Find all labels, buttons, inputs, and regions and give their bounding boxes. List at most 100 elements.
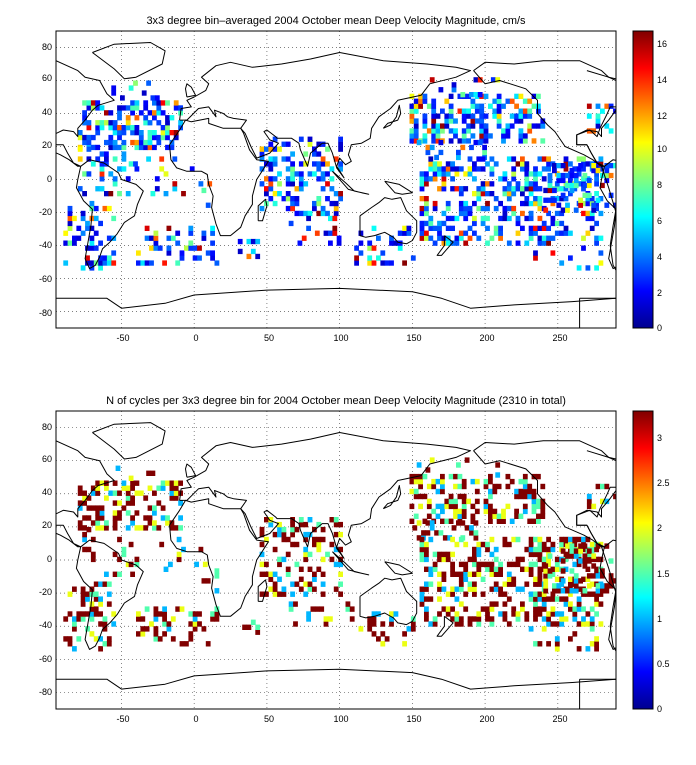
bin-cell xyxy=(82,490,87,496)
bin-cell xyxy=(121,139,127,146)
bin-cell xyxy=(470,518,476,524)
bin-cell xyxy=(440,508,445,515)
bin-cell xyxy=(153,245,159,251)
bin-cell xyxy=(569,548,575,554)
bin-cell xyxy=(349,616,355,622)
bin-cell xyxy=(458,601,464,607)
bin-cell xyxy=(493,161,499,167)
bin-cell xyxy=(461,483,467,490)
bin-cell xyxy=(518,138,524,144)
bin-cell xyxy=(537,641,543,647)
x-tick-label: 250 xyxy=(552,714,567,724)
bin-cell xyxy=(515,230,521,236)
velocity-map-frame xyxy=(55,30,617,329)
bin-cell xyxy=(130,100,135,106)
bin-cell xyxy=(112,120,118,126)
bin-cell xyxy=(432,171,438,177)
bin-cell xyxy=(578,202,583,208)
y-tick-label: 40 xyxy=(42,487,52,497)
bin-cell xyxy=(205,250,211,256)
bin-cell xyxy=(72,215,77,222)
bin-cell xyxy=(480,541,486,548)
bin-cell xyxy=(108,191,114,197)
bin-cell xyxy=(419,230,425,236)
bin-cell xyxy=(160,130,166,136)
bin-cell xyxy=(67,210,73,217)
bin-cell xyxy=(441,171,447,177)
bin-cell xyxy=(328,215,333,222)
bin-cell xyxy=(495,462,501,468)
bin-cell xyxy=(259,156,265,162)
bin-cell xyxy=(456,520,461,526)
bin-cell xyxy=(89,200,95,207)
bin-cell xyxy=(594,601,599,607)
y-tick-label: -40 xyxy=(39,620,52,630)
bin-cell xyxy=(95,105,101,111)
bin-cell xyxy=(547,172,553,179)
bin-cell xyxy=(435,113,441,119)
bin-cell xyxy=(591,163,597,169)
bin-cell xyxy=(502,601,508,607)
bin-cell xyxy=(272,146,278,152)
bin-cell xyxy=(454,240,460,246)
bin-cell xyxy=(520,161,525,167)
bin-cell xyxy=(259,526,265,533)
bin-cell xyxy=(144,606,150,612)
bin-cell xyxy=(409,113,415,119)
bin-cell xyxy=(281,156,287,162)
bin-cell xyxy=(314,606,320,612)
bin-cell xyxy=(514,103,519,109)
bin-cell xyxy=(458,576,464,582)
bin-cell xyxy=(367,616,373,622)
bin-cell xyxy=(586,573,592,579)
bin-cell xyxy=(338,571,343,577)
bin-cell xyxy=(533,171,538,177)
bin-cell xyxy=(563,230,569,236)
bin-cell xyxy=(264,591,269,597)
bin-cell xyxy=(589,606,595,612)
bin-cell xyxy=(479,118,485,124)
bin-cell xyxy=(85,596,90,602)
bin-cell xyxy=(117,166,122,172)
y-tick-label: 20 xyxy=(42,140,52,150)
bin-cell xyxy=(536,473,541,480)
bin-cell xyxy=(424,566,429,572)
bin-cell xyxy=(89,631,95,637)
bin-cell xyxy=(89,240,95,246)
coast-americas-south xyxy=(75,159,144,270)
bin-cell xyxy=(306,611,311,617)
bin-cell xyxy=(80,265,86,271)
bin-cell xyxy=(467,205,473,212)
bin-cell xyxy=(72,616,77,622)
bin-cell xyxy=(585,200,591,207)
bin-cell xyxy=(90,505,96,511)
y-tick-label: -60 xyxy=(39,274,52,284)
bin-cell xyxy=(476,166,482,172)
bin-cell xyxy=(448,493,454,500)
bin-cell xyxy=(316,210,322,217)
bin-cell xyxy=(502,611,508,617)
bin-cell xyxy=(285,176,291,182)
bin-cell xyxy=(522,478,528,485)
bin-cell xyxy=(268,186,274,192)
bin-cell xyxy=(104,520,109,526)
bin-cell xyxy=(506,240,512,246)
bin-cell xyxy=(72,235,77,241)
bin-cell xyxy=(604,543,610,549)
bin-cell xyxy=(86,100,92,106)
bin-cell xyxy=(470,478,476,485)
bin-cell xyxy=(320,210,326,217)
bin-cell xyxy=(294,581,300,587)
bin-cell xyxy=(422,93,428,99)
bin-cell xyxy=(316,566,322,572)
bin-cell xyxy=(402,260,407,266)
bin-cell xyxy=(178,105,183,111)
bin-cell xyxy=(134,480,140,486)
bin-cell xyxy=(445,166,451,172)
bin-cell xyxy=(466,128,471,134)
bin-cell xyxy=(181,191,186,197)
bin-cell xyxy=(128,541,134,548)
x-tick-label: -50 xyxy=(116,714,129,724)
bin-cell xyxy=(482,149,487,156)
bin-cell xyxy=(421,530,426,536)
